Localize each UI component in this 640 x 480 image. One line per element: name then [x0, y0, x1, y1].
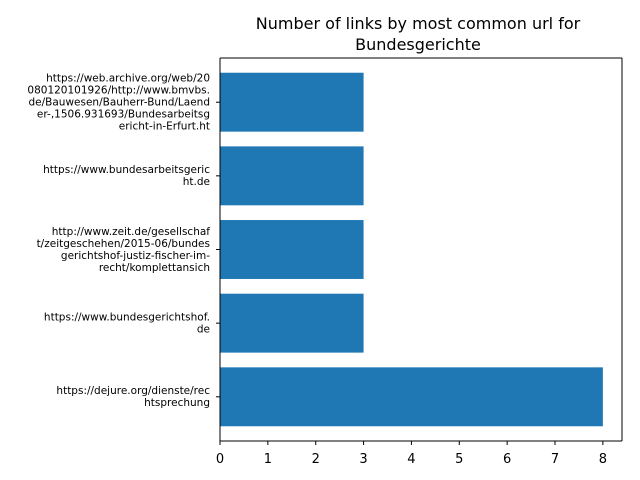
y-tick-label: https://www.bundesarbeitsgeric ht.de [43, 164, 210, 188]
x-tick-label: 2 [312, 452, 320, 467]
y-tick-label-line: https://web.archive.org/web/20 [46, 73, 210, 85]
y-tick-label-line: er-,1506.931693/Bundesarbeitsg [37, 109, 210, 121]
y-tick-label-line: 080120101926/http://www.bmvbs. [27, 85, 210, 97]
chart-title: Number of links by most common url for Bu… [256, 14, 581, 54]
y-tick-label-line: htsprechung [144, 397, 210, 409]
chart-title-line: Bundesgerichte [355, 35, 481, 54]
y-tick-label-line: http://www.zeit.de/gesellschaf [52, 226, 211, 238]
y-tick-label-line: ht.de [183, 176, 210, 188]
x-tick-label: 8 [599, 452, 607, 467]
y-tick-label-line: recht/komplettansich [99, 262, 210, 274]
y-tick-label-line: https://dejure.org/dienste/rec [56, 385, 210, 397]
y-tick-label-line: de [197, 324, 210, 336]
y-tick-label: https://dejure.org/dienste/rec htsprechun… [56, 385, 210, 409]
y-tick-label-line: t/zeitgeschehen/2015-06/bundes [37, 238, 210, 250]
bar [220, 146, 364, 206]
y-tick-label: http://www.zeit.de/gesellschaf t/zeitgesc… [37, 226, 211, 274]
y-tick-label-line: ericht-in-Erfurt.ht [119, 121, 210, 133]
x-tick-label: 3 [359, 452, 367, 467]
x-tick-labels: 0 1 2 3 4 5 6 7 8 [216, 441, 607, 467]
x-tick-label: 4 [407, 452, 415, 467]
y-tick-label: https://www.bundesgerichtshof. de [44, 312, 210, 336]
bar [220, 220, 364, 279]
y-tick-label-line: de/Bauwesen/Bauherr-Bund/Laend [28, 97, 210, 109]
y-tick-labels: https://dejure.org/dienste/rec htsprechun… [27, 73, 220, 409]
y-tick-label-line: https://www.bundesarbeitsgeric [43, 164, 210, 176]
bar [220, 367, 603, 427]
x-tick-label: 7 [551, 452, 559, 467]
chart-title-line: Number of links by most common url for [256, 14, 581, 33]
x-tick-label: 0 [216, 452, 224, 467]
bar [220, 72, 364, 132]
y-tick-label-line: https://www.bundesgerichtshof. [44, 312, 210, 324]
y-tick-label-line: gerichtshof-justiz-fischer-im- [61, 250, 210, 262]
y-tick-label: https://web.archive.org/web/20 0801201019… [27, 73, 210, 133]
bar [220, 293, 364, 353]
bars [220, 72, 603, 427]
x-tick-label: 6 [503, 452, 511, 467]
x-tick-label: 1 [264, 452, 272, 467]
x-tick-label: 5 [455, 452, 463, 467]
